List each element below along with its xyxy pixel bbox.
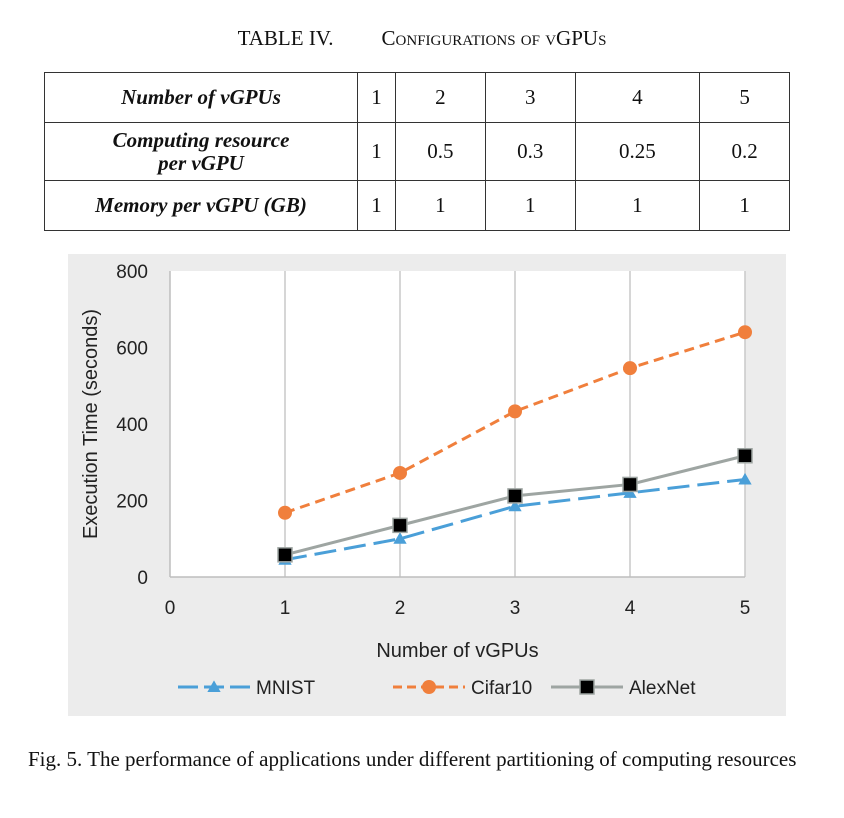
data-point-cifar10 bbox=[278, 505, 292, 520]
plot-area bbox=[170, 271, 745, 577]
y-tick-label: 0 bbox=[137, 568, 148, 589]
legend-marker-cifar10 bbox=[422, 680, 436, 694]
x-tick-label: 4 bbox=[625, 598, 636, 619]
data-point-mnist bbox=[738, 472, 752, 485]
legend-marker-mnist bbox=[207, 680, 221, 692]
table-label: TABLE IV. bbox=[237, 26, 334, 50]
x-tick-label: 5 bbox=[740, 598, 751, 619]
data-point-cifar10 bbox=[508, 404, 522, 419]
series-line-mnist bbox=[284, 477, 746, 562]
data-point-alexnet bbox=[737, 447, 753, 464]
legend-label-cifar10: Cifar10 bbox=[471, 678, 532, 699]
data-point-cifar10 bbox=[738, 325, 752, 340]
y-tick-label: 400 bbox=[116, 415, 148, 436]
table-cell: 2 bbox=[394, 72, 486, 123]
table-caption: TABLE IV. Configurations of vGPUs bbox=[0, 26, 844, 51]
y-tick-label: 800 bbox=[116, 262, 148, 283]
legend-label-alexnet: AlexNet bbox=[629, 678, 696, 699]
table-cell: 0.5 bbox=[394, 122, 486, 181]
legend-label-mnist: MNIST bbox=[256, 678, 316, 699]
y-axis-title: Execution Time (seconds) bbox=[80, 309, 102, 539]
data-point-cifar10 bbox=[623, 361, 637, 376]
data-point-mnist bbox=[508, 499, 522, 512]
x-tick-label: 0 bbox=[165, 598, 176, 619]
table-cell: 1 bbox=[699, 180, 790, 231]
data-point-cifar10 bbox=[393, 465, 407, 480]
table-cell: 1 bbox=[484, 180, 576, 231]
table-row: Computing resource per vGPU 1 0.5 0.3 0.… bbox=[44, 122, 790, 181]
y-tick-label: 200 bbox=[116, 492, 148, 513]
table-cell: 3 bbox=[484, 72, 576, 123]
row-header: Computing resource per vGPU bbox=[44, 122, 358, 181]
table-title: Configurations of vGPUs bbox=[381, 26, 607, 50]
legend-marker-alexnet bbox=[579, 679, 595, 695]
configuration-table: Number of vGPUs 1 2 3 4 5 Computing reso… bbox=[44, 72, 790, 231]
table-cell: 0.3 bbox=[484, 122, 576, 181]
table-cell: 1 bbox=[574, 180, 701, 231]
x-tick-label: 3 bbox=[510, 598, 521, 619]
y-tick-label: 600 bbox=[116, 339, 148, 360]
data-point-alexnet bbox=[622, 476, 638, 493]
table-cell: 1 bbox=[357, 180, 396, 231]
table-cell: 0.2 bbox=[699, 122, 790, 181]
x-tick-label: 2 bbox=[395, 598, 406, 619]
line-chart: 0 200 400 600 800 0 1 2 3 4 5 Number of vGPUs Execut… bbox=[80, 262, 753, 699]
figure-caption: Fig. 5. The performance of applications … bbox=[28, 747, 797, 771]
row-header: Memory per vGPU (GB) bbox=[44, 180, 358, 231]
chart-panel: 0 200 400 600 800 0 1 2 3 4 5 Number of vGPUs Execut… bbox=[68, 254, 786, 716]
row-header: Number of vGPUs bbox=[44, 72, 358, 123]
data-point-alexnet bbox=[277, 547, 293, 563]
data-point-alexnet bbox=[507, 488, 523, 504]
series-line-cifar10 bbox=[284, 330, 746, 515]
table-row: Number of vGPUs 1 2 3 4 5 bbox=[44, 72, 790, 123]
table-cell: 1 bbox=[394, 180, 486, 231]
table-cell: 4 bbox=[574, 72, 701, 123]
table-cell: 0.25 bbox=[574, 122, 701, 181]
table-cell: 5 bbox=[699, 72, 790, 123]
table-cell: 1 bbox=[357, 72, 396, 123]
x-tick-label: 1 bbox=[280, 598, 291, 619]
x-axis-title: Number of vGPUs bbox=[376, 640, 538, 662]
table-cell: 1 bbox=[357, 122, 396, 181]
table-row: Memory per vGPU (GB) 1 1 1 1 1 bbox=[44, 180, 790, 231]
data-point-mnist bbox=[393, 532, 407, 544]
data-point-alexnet bbox=[392, 517, 408, 534]
